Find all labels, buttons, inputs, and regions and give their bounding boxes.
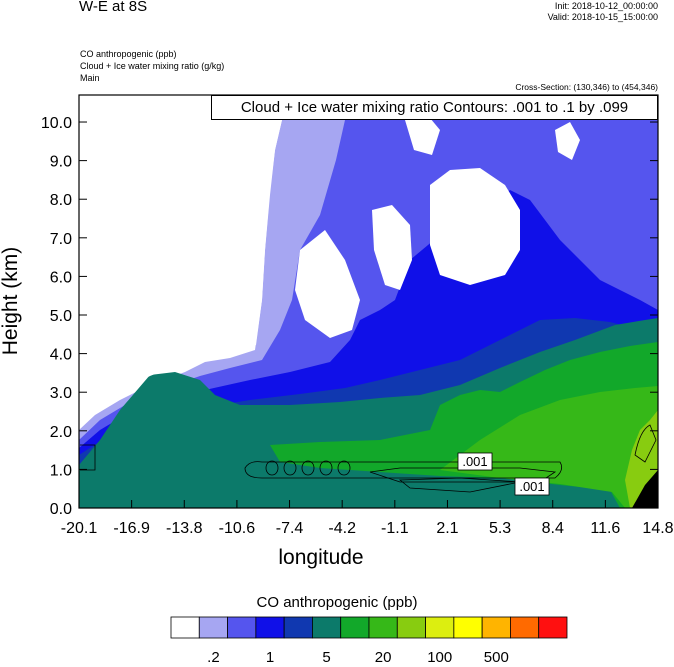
contour-labels: .001 .001 <box>457 452 550 496</box>
cross-section-label: Cross-Section: (130,346) to (454,346) <box>515 82 658 92</box>
x-tick-label: -10.6 <box>219 520 256 537</box>
colorbar-label: 500 <box>484 649 509 666</box>
x-tick-label: -4.2 <box>328 520 356 537</box>
contour-line-4 <box>634 424 657 463</box>
colorbar-swatch <box>481 616 511 639</box>
y-tick-label: 8.0 <box>50 192 72 209</box>
co-band-low-e <box>405 112 440 155</box>
y-tick-label: 10.0 <box>41 115 72 132</box>
colorbar-swatch <box>170 616 200 639</box>
colorbar-label: 100 <box>427 649 452 666</box>
y-tick-label: 0.0 <box>50 501 72 518</box>
co-band-low-a <box>79 95 285 418</box>
y-tick-label: 9.0 <box>50 154 72 171</box>
contour-line-6 <box>265 460 279 476</box>
colorbar-swatch <box>510 616 540 639</box>
y-tick-label: 4.0 <box>50 347 72 364</box>
colorbar-swatch <box>255 616 285 639</box>
x-tick-label: 14.8 <box>642 520 673 537</box>
init-time: Init: 2018-10-12_00:00:00 <box>554 1 658 11</box>
y-axis: 0.0 1.0 2.0 3.0 4.0 5.0 6.0 7.0 8.0 9.0 10.0 <box>41 115 658 518</box>
co-band-low-c <box>295 230 360 338</box>
field-label-cloud: Cloud + Ice water mixing ratio (g/kg) <box>80 61 225 71</box>
colorbar-swatch <box>198 616 228 639</box>
co-band-low-f <box>555 122 580 160</box>
colorbar-label: 20 <box>375 649 392 666</box>
x-tick-label: -13.8 <box>166 520 203 537</box>
x-tick-label: 8.4 <box>542 520 564 537</box>
cloud-contours <box>80 424 657 493</box>
contour-line-9 <box>319 460 333 476</box>
plot-area: .001 .001 <box>79 95 658 508</box>
contour-line-8 <box>301 460 315 476</box>
colorbar-swatch <box>425 616 455 639</box>
colorbar-swatch <box>283 616 313 639</box>
y-tick-label: 3.0 <box>50 385 72 402</box>
contour-label-1: .001 <box>462 454 487 469</box>
contour-label-2: .001 <box>519 479 544 494</box>
x-axis: -20.1 -16.9 -13.8 -10.6 -7.4 -4.2 -1.1 2.1 5.3 8.… <box>61 500 674 537</box>
colorbar-swatch <box>396 616 426 639</box>
x-tick-label: 11.6 <box>590 520 620 537</box>
colorbar-swatch <box>538 616 568 639</box>
terrain <box>632 470 658 508</box>
valid-time: Valid: 2018-10-15_15:00:00 <box>547 12 658 22</box>
x-tick-label: -7.4 <box>276 520 304 537</box>
colorbar-label: 5 <box>322 649 330 666</box>
x-tick-label: 5.3 <box>489 520 511 537</box>
field-label-main: Main <box>80 73 100 83</box>
y-axis-label: Height (km) <box>0 247 22 356</box>
colorbar-swatch <box>368 616 398 639</box>
colorbar-swatch <box>340 616 370 639</box>
plot-title: W-E at 8S <box>79 0 148 15</box>
contour-line-2 <box>369 467 557 483</box>
co-band-low-d <box>372 205 412 290</box>
y-tick-label: 6.0 <box>50 269 72 286</box>
x-axis-label: longitude <box>278 546 363 569</box>
co-band-20 <box>440 386 658 508</box>
field-label-co: CO anthropogenic (ppb) <box>80 49 177 59</box>
colorbar-swatch <box>312 616 342 639</box>
contour-line-3 <box>398 477 521 493</box>
colorbar: .2 1 5 20 100 500 <box>170 616 568 666</box>
contour-line-1 <box>244 461 563 479</box>
colorbar-title: CO anthropogenic (ppb) <box>256 594 418 611</box>
co-band-low-b <box>430 168 520 285</box>
contour-line-10 <box>337 460 351 476</box>
x-tick-label: 2.1 <box>436 520 458 537</box>
x-tick-label: -16.9 <box>113 520 150 537</box>
colorbar-swatch <box>453 616 483 639</box>
contour-line-5 <box>80 444 96 471</box>
colorbar-swatch <box>227 616 257 639</box>
x-tick-label: -1.1 <box>381 520 409 537</box>
y-tick-label: 5.0 <box>50 308 72 325</box>
colorbar-label: .2 <box>207 649 220 666</box>
contour-info-box: Cloud + Ice water mixing ratio Contours:… <box>211 95 658 120</box>
y-tick-label: 7.0 <box>50 231 72 248</box>
contour-line-7 <box>283 460 297 476</box>
x-tick-label: -20.1 <box>61 520 98 537</box>
colorbar-label: 1 <box>266 649 274 666</box>
y-tick-label: 2.0 <box>50 424 72 441</box>
y-tick-label: 1.0 <box>50 462 72 479</box>
